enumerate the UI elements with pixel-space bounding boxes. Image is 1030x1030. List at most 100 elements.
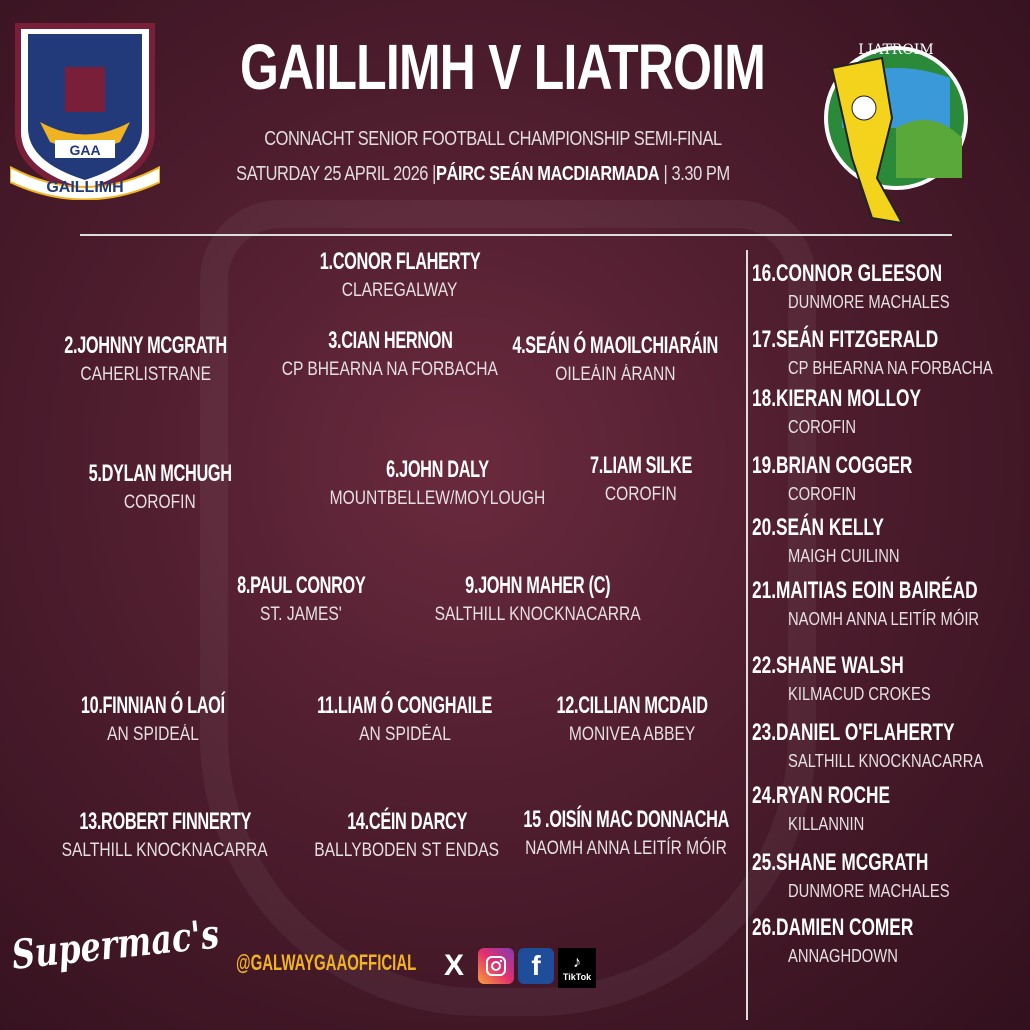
player-club: CP BHEARNA NA FORBACHA xyxy=(281,359,499,380)
player-name: 7.LIAM SILKE xyxy=(590,452,692,480)
sub-player: 21.MAITIAS EOIN BAIRÉAD NAOMH ANNA LEITÍR… xyxy=(752,577,1030,630)
player-number: 10. xyxy=(81,692,103,719)
player-number: 14. xyxy=(347,808,369,835)
sub-player: 20.SEÁN KELLY MAIGH CUILINN xyxy=(752,514,935,567)
player-name-text: CONNOR GLEESON xyxy=(776,260,943,287)
player-club: KILLANNIN xyxy=(788,814,865,834)
player-number: 9. xyxy=(465,572,479,599)
player-name: 18.KIERAN MOLLOY xyxy=(752,385,921,413)
player-number: 15 . xyxy=(523,806,550,833)
player-name-text: SEÁN FITZGERALD xyxy=(776,326,939,353)
player-club: SALTHILL KNOCKNACARRA xyxy=(434,604,642,625)
player-name-text: MAITIAS EOIN BAIRÉAD xyxy=(776,577,978,604)
match-date: SATURDAY 25 APRIL 2026 xyxy=(235,163,428,185)
player-name-text: CÉIN DARCY xyxy=(368,808,467,835)
social-handle[interactable]: @GALWAYGAAOFFICIAL xyxy=(236,950,417,975)
player-club: OILEÁIN ÁRANN xyxy=(554,364,676,385)
player-name: 24.RYAN ROCHE xyxy=(752,782,890,810)
player-name: 9.JOHN MAHER (C) xyxy=(465,572,610,600)
sub-player: 17.SEÁN FITZGERALD CP BHEARNA NA FORBACHA xyxy=(752,326,1030,379)
sub-player: 16.CONNOR GLEESON DUNMORE MACHALES xyxy=(752,260,1016,313)
player-number: 7. xyxy=(590,452,603,479)
facebook-icon[interactable]: f xyxy=(518,948,554,984)
player-number: 16. xyxy=(752,260,777,287)
subs-divider xyxy=(746,250,748,1020)
player-name-text: CONOR FLAHERTY xyxy=(332,248,481,275)
player-club: DUNMORE MACHALES xyxy=(788,292,950,312)
match-details: SATURDAY 25 APRIL 2026 |PÁIRC SEÁN MACDI… xyxy=(236,163,730,186)
player-name-text: DAMIEN COMER xyxy=(776,914,914,941)
player-name: 5.DYLAN MCHUGH xyxy=(88,460,231,488)
player-number: 19. xyxy=(752,452,777,479)
player-club: SALTHILL KNOCKNACARRA xyxy=(788,751,984,771)
player-name: 3.CIAN HERNON xyxy=(327,327,453,355)
svg-text:GAA: GAA xyxy=(69,142,100,158)
player-club: CLAREGALWAY xyxy=(342,280,458,301)
instagram-icon[interactable] xyxy=(478,948,514,984)
match-venue: PÁIRC SEÁN MACDIARMADA xyxy=(435,163,660,185)
sub-player: 18.KIERAN MOLLOY COROFIN xyxy=(752,385,987,438)
player-number: 21. xyxy=(752,577,777,604)
player-name-text: SHANE MCGRATH xyxy=(776,849,929,876)
player-name: 25.SHANE MCGRATH xyxy=(752,849,928,877)
player-name-text: ROBERT FINNERTY xyxy=(100,808,251,835)
player-club: COROFIN xyxy=(605,484,677,505)
leitrim-crest-logo: LIATROIM xyxy=(822,38,970,228)
player-name: 4.SEÁN Ó MAOILCHIARÁIN xyxy=(512,332,718,360)
player-number: 12. xyxy=(556,692,579,719)
player-number: 4. xyxy=(512,332,526,359)
player-name: 12.CILLIAN MCDAID xyxy=(556,692,707,720)
player-club: AN SPIDÉAL xyxy=(359,724,451,745)
player-name-text: JOHN DALY xyxy=(398,456,489,483)
sub-player: 23.DANIEL O'FLAHERTY SALTHILL KNOCKNACARR… xyxy=(752,719,1030,772)
tiktok-note-glyph: ♪ xyxy=(573,954,581,971)
player-club: AN SPIDEÁL xyxy=(107,724,199,745)
match-details-row: SATURDAY 25 APRIL 2026 |PÁIRC SEÁN MACDI… xyxy=(0,163,985,186)
sub-player: 22.SHANE WALSH KILMACUD CROKES xyxy=(752,652,963,705)
player-number: 3. xyxy=(327,327,341,354)
player-number: 23. xyxy=(752,719,777,746)
player-number: 22. xyxy=(752,652,777,679)
player-name-text: DANIEL O'FLAHERTY xyxy=(776,719,955,746)
sub-player: 24.RYAN ROCHE KILLANNIN xyxy=(752,782,944,835)
player-name-text: DYLAN MCHUGH xyxy=(101,460,232,487)
player-name: 17.SEÁN FITZGERALD xyxy=(752,326,938,354)
svg-text:GAILLIMH: GAILLIMH xyxy=(46,179,123,196)
player-name: 22.SHANE WALSH xyxy=(752,652,904,680)
tiktok-icon[interactable]: ♪ TikTok xyxy=(558,948,596,988)
player-number: 11. xyxy=(317,692,339,719)
player-name: 6.JOHN DALY xyxy=(386,456,489,484)
player-name-text: KIERAN MOLLOY xyxy=(776,385,921,412)
player-name-text: PAUL CONROY xyxy=(249,572,366,599)
title-row: GAILLIMH V LIATROIM xyxy=(0,30,1005,104)
player-name-text: OISÍN MAC DONNACHA xyxy=(549,806,729,833)
player-number: 2. xyxy=(64,332,78,359)
match-time: 3.30 PM xyxy=(671,163,730,185)
player-number: 8. xyxy=(236,572,250,599)
player-club: CP BHEARNA NA FORBACHA xyxy=(788,358,993,378)
supermacs-sponsor-logo: Supermac's xyxy=(9,910,222,979)
player-name: 11.LIAM Ó CONGHAILE xyxy=(318,692,493,720)
player-club: NAOMH ANNA LEITÍR MÓIR xyxy=(525,838,727,859)
player-name-text: CILLIAN MCDAID xyxy=(578,692,708,719)
player-name-text: BRIAN COGGER xyxy=(776,452,913,479)
tiktok-label: TikTok xyxy=(562,972,592,982)
player-name: 19.BRIAN COGGER xyxy=(752,452,912,480)
player-name-text: SEÁN Ó MAOILCHIARÁIN xyxy=(525,332,718,359)
player-club: CAHERLISTRANE xyxy=(80,364,212,385)
x-icon[interactable]: X xyxy=(443,949,464,982)
player-name-text: SHANE WALSH xyxy=(776,652,904,679)
svg-text:LIATROIM: LIATROIM xyxy=(858,42,933,58)
player-name: 8.PAUL CONROY xyxy=(236,572,366,600)
player-club: MOUNTBELLEW/MOYLOUGH xyxy=(329,488,545,509)
player-number: 13. xyxy=(79,808,101,835)
player-club: NAOMH ANNA LEITÍR MÓIR xyxy=(788,609,980,629)
player-club: BALLYBODEN ST ENDAS xyxy=(314,840,500,861)
separator: | xyxy=(431,163,436,185)
player-name: 26.DAMIEN COMER xyxy=(752,914,913,942)
player-name: 10.FINNIAN Ó LAOÍ xyxy=(81,692,225,720)
player-name: 15 .OISÍN MAC DONNACHA xyxy=(523,806,729,834)
player-number: 17. xyxy=(752,326,777,353)
player-number: 26. xyxy=(752,914,777,941)
player-name-text: RYAN ROCHE xyxy=(776,782,890,809)
